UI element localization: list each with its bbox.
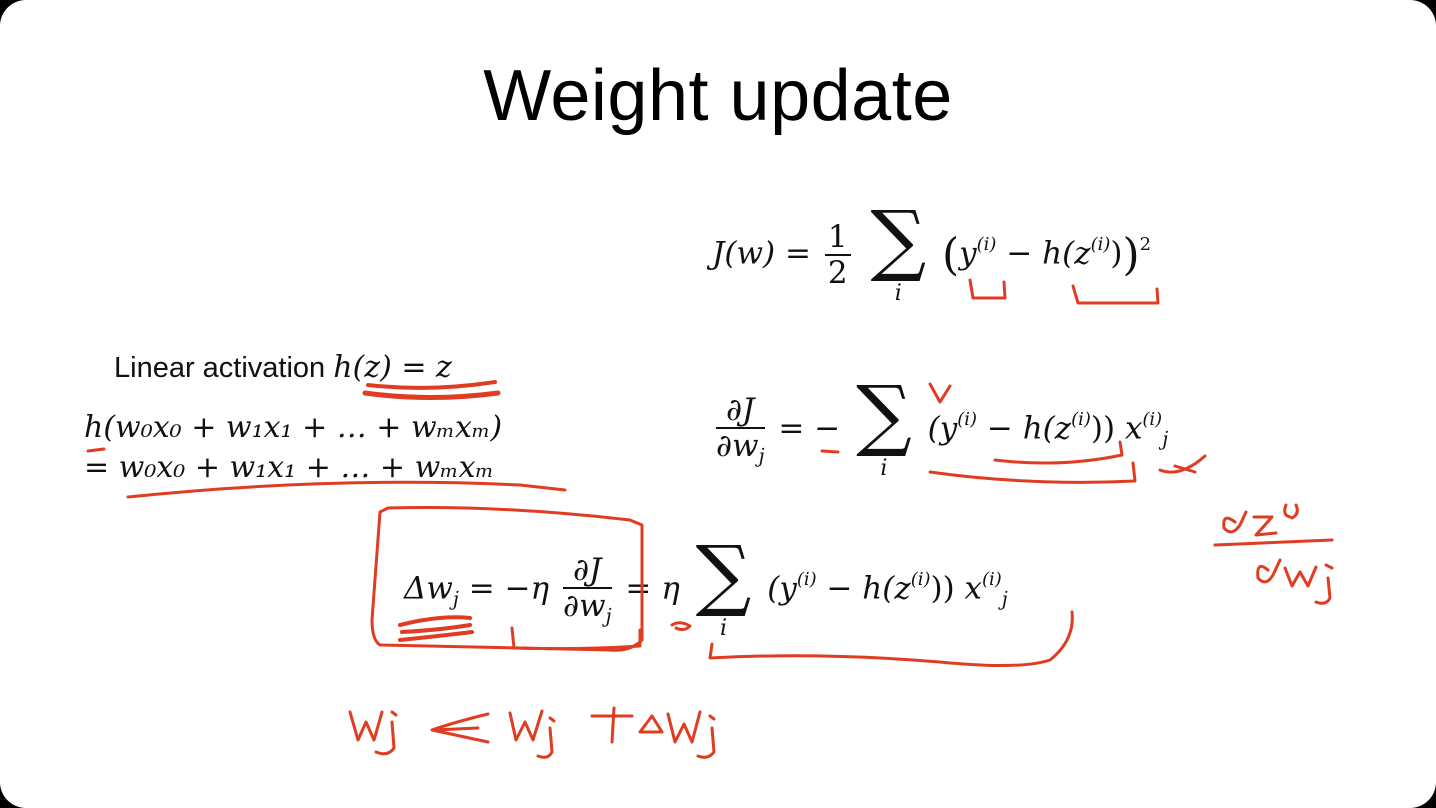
ink-plus [590, 706, 634, 744]
x-superscript: (i) [982, 569, 1002, 591]
sum-index: i [719, 616, 728, 642]
sigma-symbol: ∑ [870, 195, 927, 285]
linear-activation-formula: h(z) = z [333, 350, 452, 385]
cost-lhs: J(w) = [712, 235, 811, 272]
x-term: x [1124, 410, 1143, 447]
delta-w: Δw [404, 570, 453, 607]
linear-activation-line: Linear activation h(z) = z [114, 350, 452, 385]
summation: ∑ i [856, 370, 912, 482]
update-rule-equation: Δwj = −η ∂J ∂wj = η ∑ i (y(i) − h(z(i)))… [404, 530, 1008, 642]
superscript-i: (i) [957, 409, 978, 431]
expansion-line-1: h(w₀x₀ + w₁x₁ + … + wₘxₘ) [84, 410, 503, 445]
ink-wj-mid-sub [536, 716, 556, 759]
h-term: h(z [1042, 235, 1091, 272]
superscript-i: (i) [976, 234, 997, 256]
cost-function-equation: J(w) = 1 2 ∑ i (y(i) − h(z(i)))2 [712, 195, 1152, 307]
ink-frac-line [1213, 538, 1334, 547]
y-term: y [959, 235, 977, 272]
summation: ∑ i [870, 195, 927, 307]
expansion-line-2: = w₀x₀ + w₁x₁ + … + wₘxₘ [84, 450, 494, 485]
equals-minus-eta: = −η [468, 570, 550, 607]
x-term: x [964, 570, 983, 607]
sigma-symbol: ∑ [695, 530, 752, 620]
slide-title: Weight update [483, 56, 953, 136]
superscript-i: (i) [1071, 409, 1091, 431]
ink-wj-left-sub [374, 710, 398, 756]
partial-fraction: ∂J ∂wj [563, 553, 612, 627]
open-paren: ( [941, 229, 960, 281]
ink-arrow [430, 712, 490, 744]
ink-sup-i [1283, 503, 1299, 520]
partial-fraction: ∂J ∂wj [716, 393, 765, 467]
subscript-j: j [452, 587, 459, 611]
minus-sign: − [1006, 235, 1033, 272]
subscript-j: j [605, 604, 612, 628]
sigma-symbol: ∑ [856, 370, 912, 460]
subscript-j: j [758, 444, 765, 468]
superscript-i: (i) [910, 569, 931, 591]
close-parens: )) [1090, 410, 1116, 447]
ink-wj-right-sub [696, 714, 716, 759]
ink-partial-z [1222, 510, 1248, 534]
x-subscript: j [1162, 427, 1169, 451]
ink-underline-hz-2 [362, 390, 501, 400]
superscript-i: (i) [1090, 234, 1111, 256]
equals-minus: = − [778, 410, 841, 447]
equals-eta: = η [625, 570, 680, 607]
gradient-equation: ∂J ∂wj = − ∑ i (y(i) − h(z(i))) x(i)j [712, 370, 1169, 482]
partial-denominator: ∂w [563, 588, 606, 625]
close-parens: )) [930, 570, 955, 607]
minus-h-term: − h(z [816, 570, 911, 607]
partial-denominator: ∂w [716, 428, 759, 465]
ink-wj-mid [508, 709, 544, 742]
power-two: 2 [1139, 234, 1152, 256]
ink-wj-right [666, 710, 702, 744]
fraction-denominator: 2 [827, 255, 848, 292]
linear-activation-label: Linear activation [114, 352, 326, 384]
fraction-numerator: 1 [824, 220, 851, 257]
partial-numerator: ∂J [716, 393, 765, 430]
ink-partial-w [1256, 558, 1282, 584]
close-inner-paren: ) [1110, 235, 1123, 272]
residual-open: (y [927, 410, 958, 447]
superscript-i: (i) [796, 569, 817, 591]
summation: ∑ i [695, 530, 752, 642]
ink-wj-left [348, 710, 384, 742]
sum-index: i [894, 281, 902, 307]
x-superscript: (i) [1142, 409, 1163, 431]
minus-h-term: − h(z [977, 410, 1072, 447]
ink-sub-j [1314, 563, 1334, 605]
ink-w-letter [1283, 565, 1318, 588]
one-half-fraction: 1 2 [824, 220, 851, 292]
residual-open: (y [767, 570, 797, 607]
close-paren: ) [1122, 229, 1140, 281]
ink-z-letter [1252, 515, 1278, 537]
x-subscript: j [1001, 587, 1008, 611]
partial-numerator: ∂J [563, 553, 612, 590]
sum-index: i [880, 456, 888, 482]
ink-delta [638, 714, 664, 734]
